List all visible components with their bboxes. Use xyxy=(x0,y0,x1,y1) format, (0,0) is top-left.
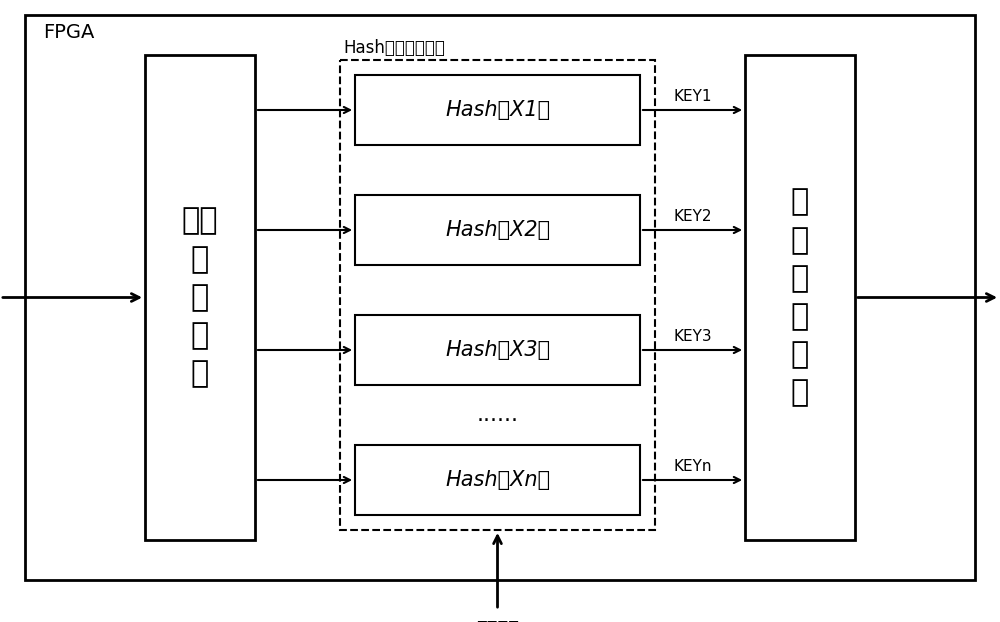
Text: Hash（Xn）: Hash（Xn） xyxy=(445,470,550,490)
Text: KEY3: KEY3 xyxy=(673,329,712,344)
Bar xyxy=(745,55,855,540)
Bar xyxy=(355,195,640,265)
Text: Hash单向函数模块: Hash单向函数模块 xyxy=(343,39,445,57)
Bar xyxy=(355,75,640,145)
Text: 算法配置: 算法配置 xyxy=(476,620,519,622)
Bar xyxy=(340,60,655,530)
Text: 任务
分
配
模
块: 任务 分 配 模 块 xyxy=(182,207,218,388)
Text: Hash（X2）: Hash（X2） xyxy=(445,220,550,240)
Bar xyxy=(355,315,640,385)
Text: KEY2: KEY2 xyxy=(673,209,712,224)
Bar xyxy=(355,445,640,515)
Text: 结
果
合
并
模
块: 结 果 合 并 模 块 xyxy=(791,187,809,407)
Text: FPGA: FPGA xyxy=(43,23,94,42)
Text: ......: ...... xyxy=(477,405,518,425)
Text: KEYn: KEYn xyxy=(673,459,712,474)
Text: Hash（X1）: Hash（X1） xyxy=(445,100,550,120)
Bar xyxy=(145,55,255,540)
Text: KEY1: KEY1 xyxy=(673,89,712,104)
Text: Hash（X3）: Hash（X3） xyxy=(445,340,550,360)
